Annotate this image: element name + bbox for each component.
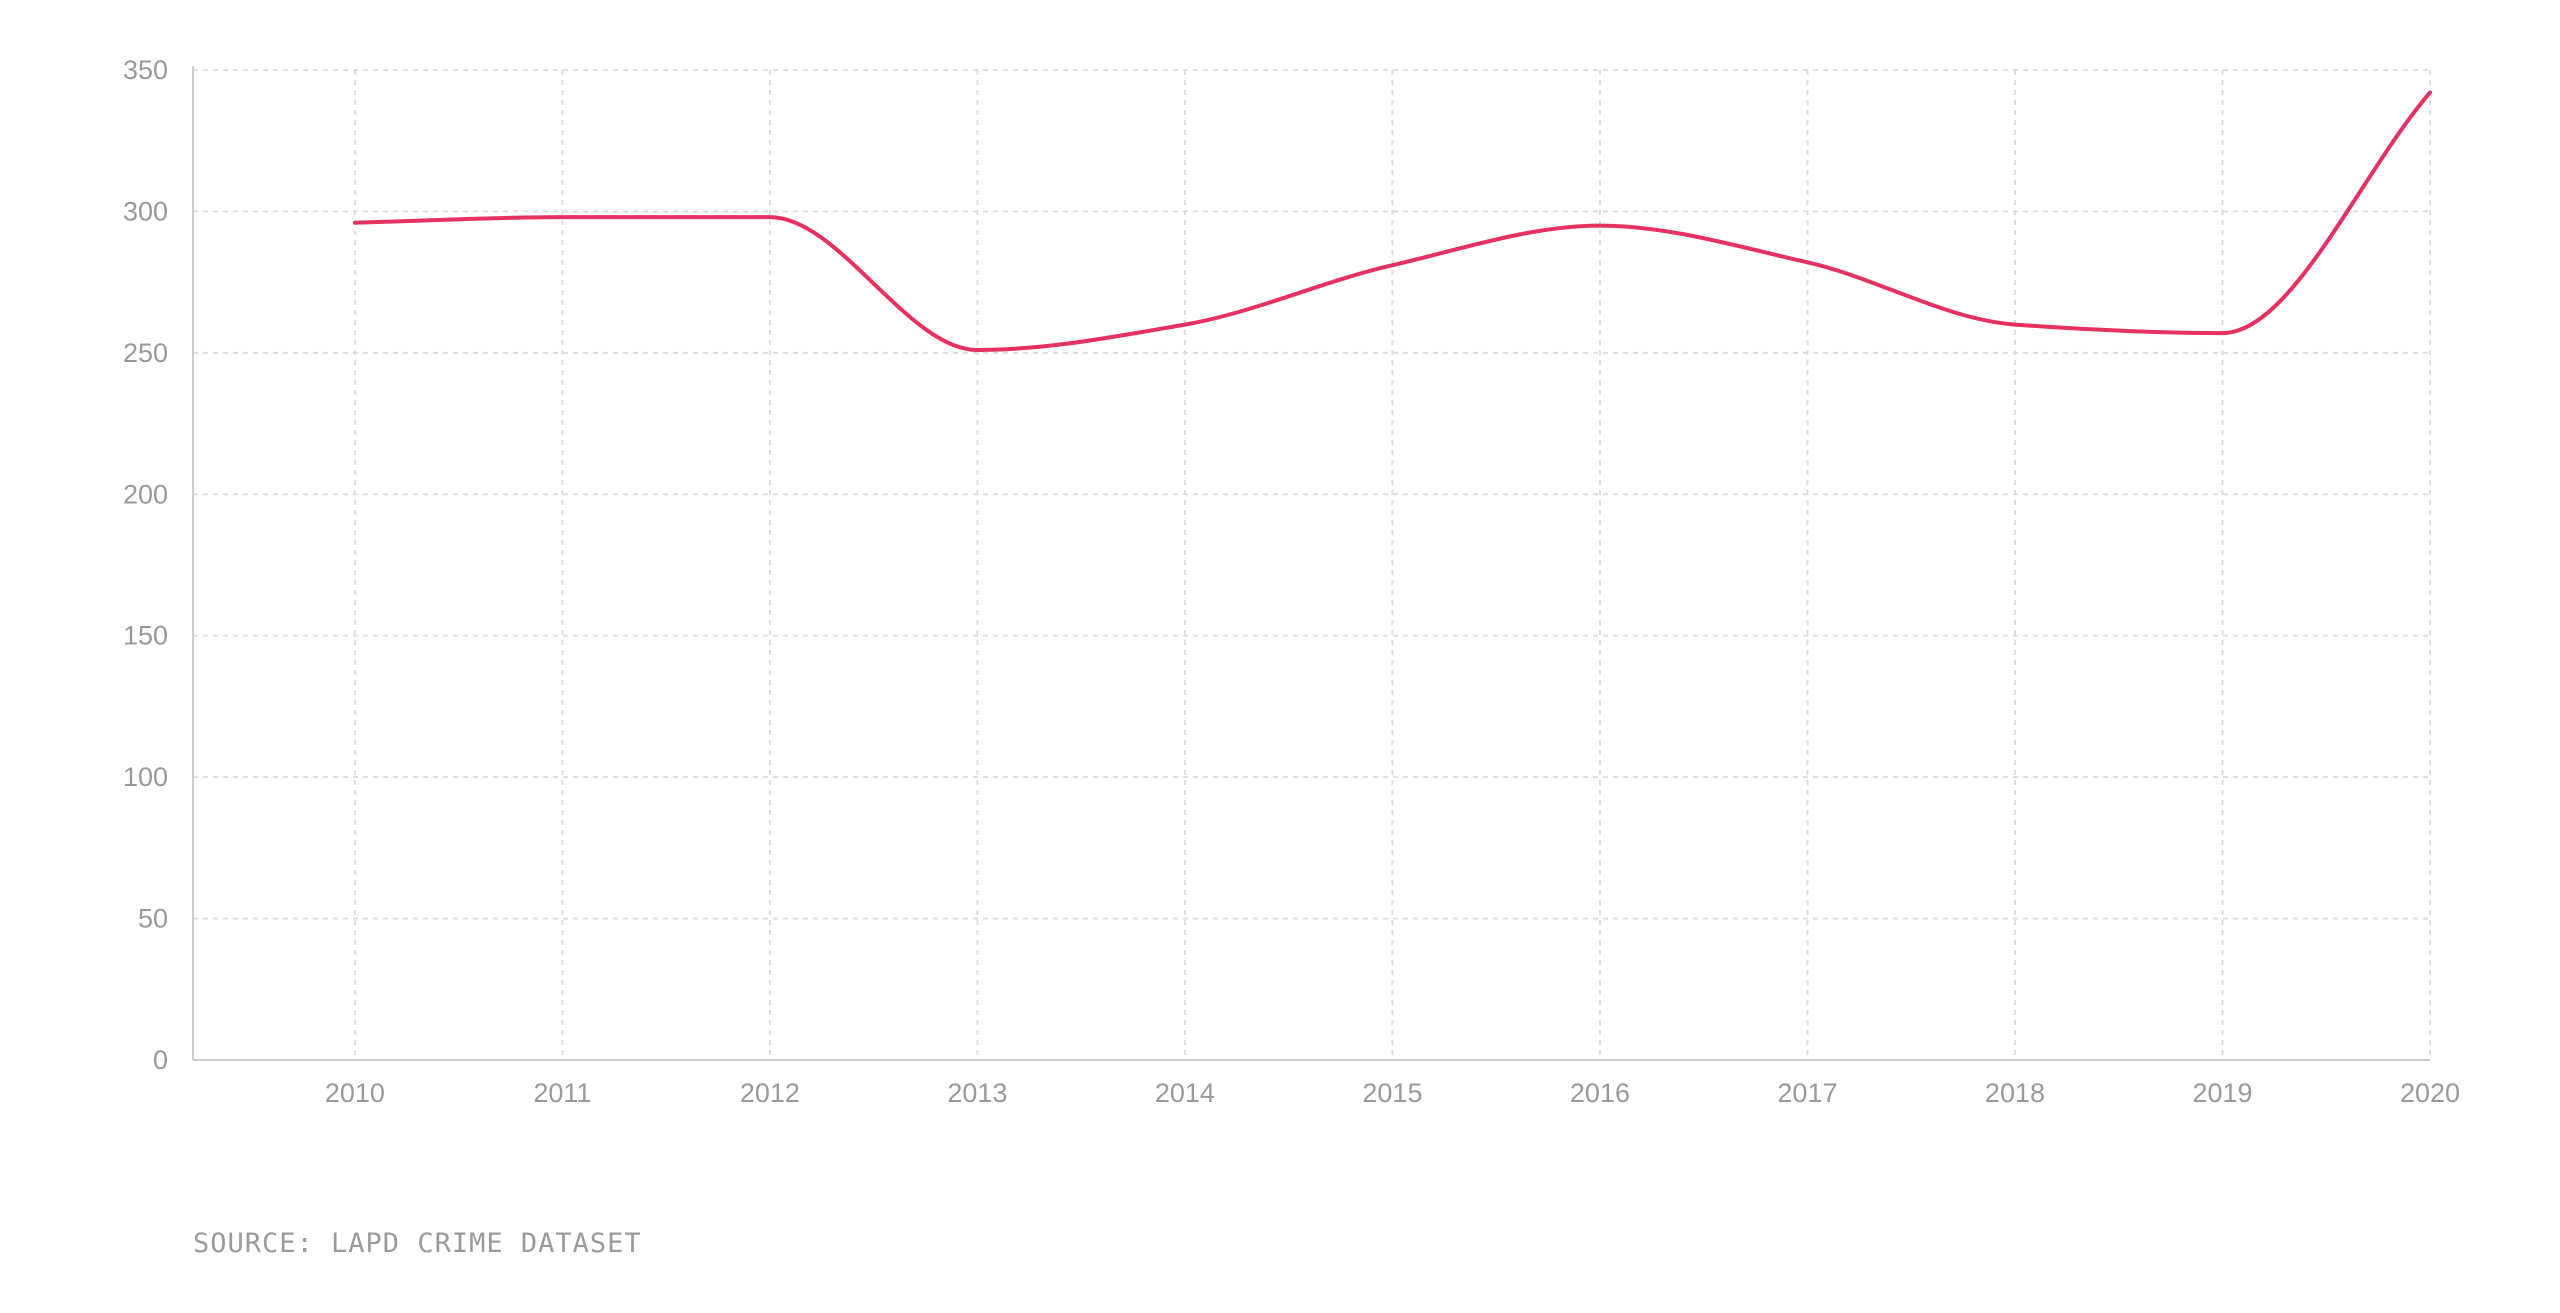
y-tick-label: 100: [123, 762, 168, 792]
x-tick-label: 2015: [1362, 1078, 1422, 1108]
x-tick-label: 2011: [533, 1078, 591, 1108]
x-tick-label: 2017: [1777, 1078, 1837, 1108]
series-line: [352, 90, 2432, 352]
axes: [192, 66, 2430, 1061]
x-tick-label: 2013: [947, 1078, 1007, 1108]
y-tick-label: 300: [123, 196, 168, 226]
y-tick-label: 350: [123, 55, 168, 85]
y-tick-label: 50: [138, 904, 168, 934]
x-tick-label: 2016: [1570, 1078, 1630, 1108]
y-tick-label: 250: [123, 338, 168, 368]
x-tick-label: 2014: [1155, 1078, 1215, 1108]
y-tick-label: 150: [123, 621, 168, 651]
x-tick-label: 2010: [325, 1078, 385, 1108]
series-group: [352, 90, 2432, 352]
x-tick-label: 2020: [2400, 1078, 2460, 1108]
grid: [193, 69, 2431, 1060]
source-note: SOURCE: LAPD CRIME DATASET: [193, 1228, 642, 1259]
x-tick-label: 2018: [1985, 1078, 2045, 1108]
x-tick-label: 2019: [2192, 1078, 2252, 1108]
x-tick-label: 2012: [740, 1078, 800, 1108]
y-tick-label: 0: [153, 1045, 168, 1075]
x-axis-tick-labels: 2010 2011 2012 2013 2014 2015 2016 2017 2018 2019…: [325, 1078, 2460, 1108]
y-tick-label: 200: [123, 479, 168, 509]
y-axis-tick-labels: 0 50 100 150 200 250 300 350: [123, 55, 168, 1075]
